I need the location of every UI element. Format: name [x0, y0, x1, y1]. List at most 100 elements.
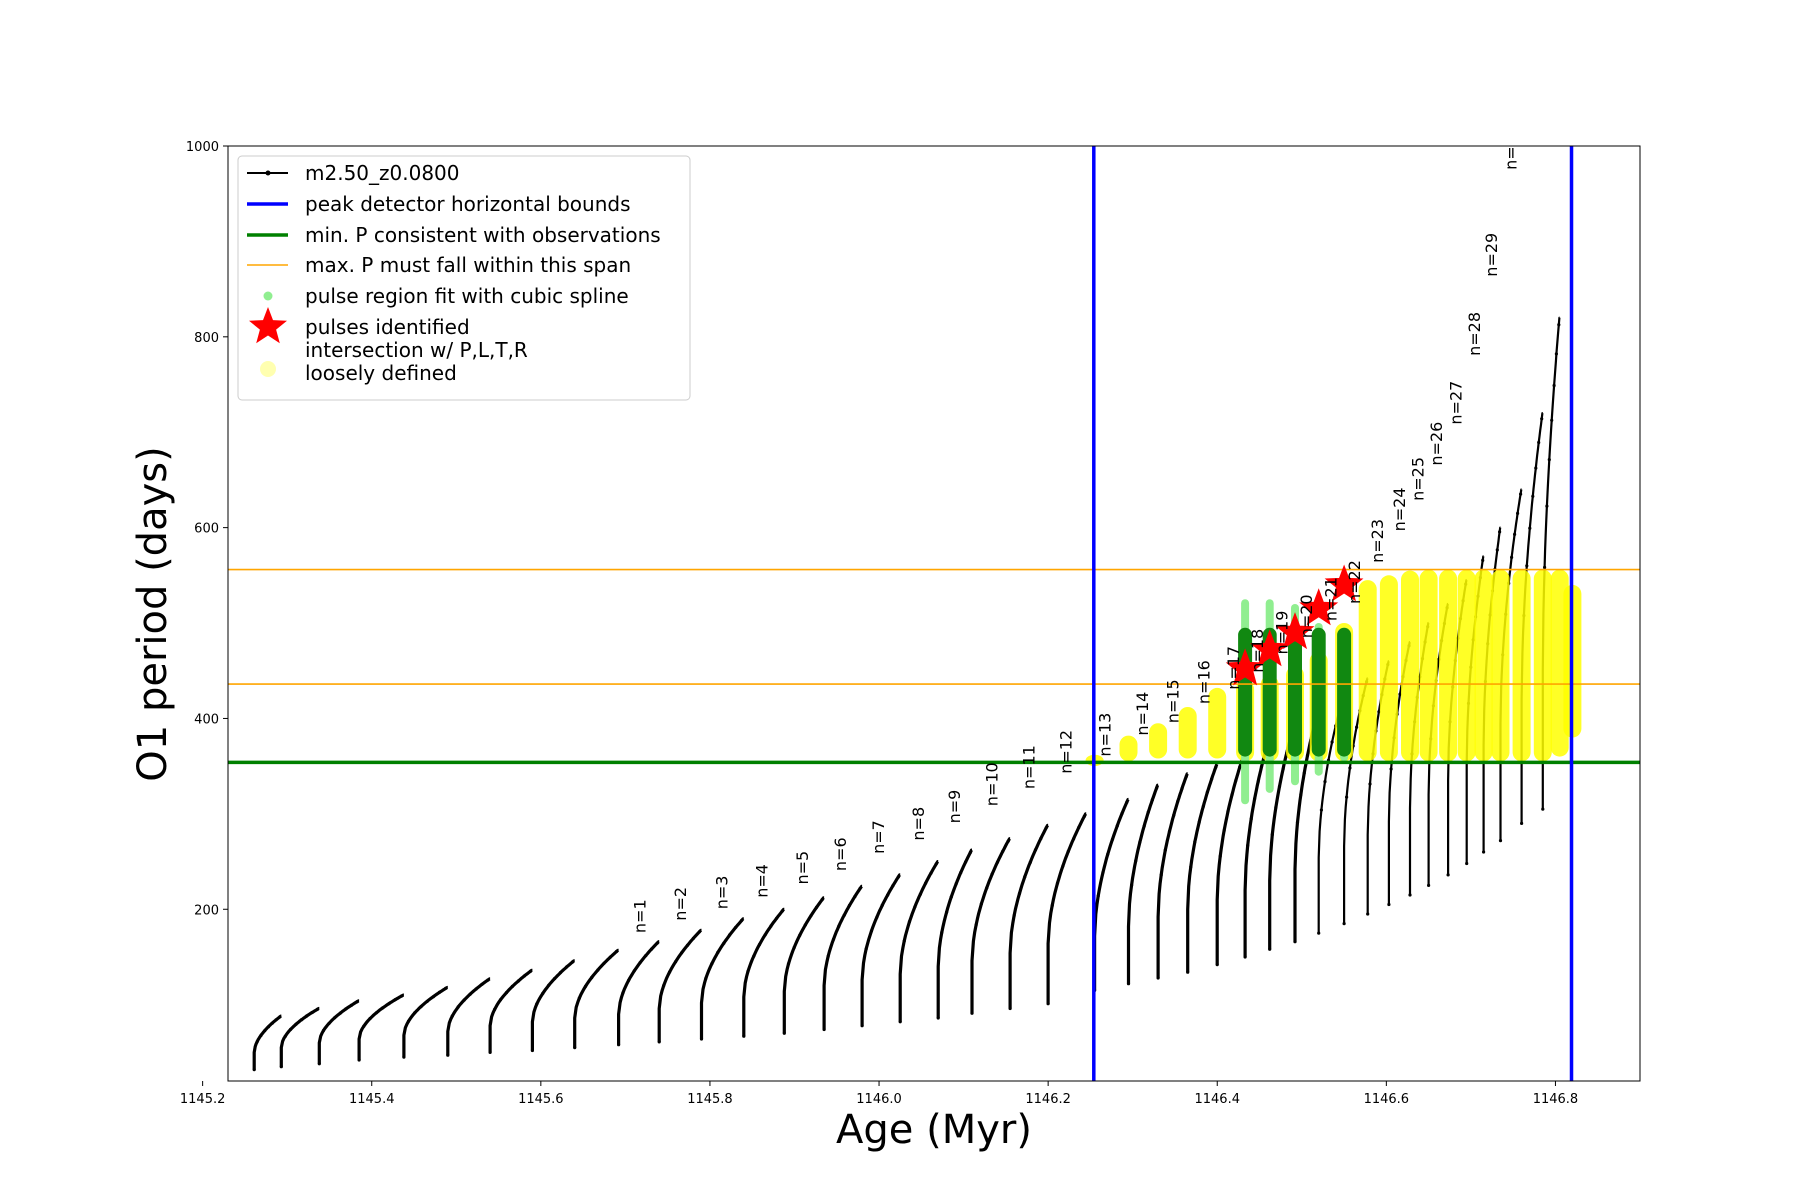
series-point: [1156, 976, 1160, 980]
series-point: [1389, 767, 1393, 771]
series-point: [1008, 1006, 1012, 1011]
series-point: [632, 969, 636, 973]
series-point: [860, 1024, 864, 1028]
series-point: [462, 998, 466, 1002]
y-tick-label: 1000: [186, 140, 219, 155]
series-point: [1082, 814, 1086, 819]
series-point: [1510, 555, 1514, 560]
series-point: [968, 850, 973, 855]
series-point: [1330, 740, 1334, 744]
series-point: [891, 884, 895, 888]
series-point: [1528, 526, 1532, 530]
series-point: [559, 970, 563, 975]
series-point: [831, 937, 836, 941]
series-point: [1259, 765, 1264, 769]
intersection-region: [1457, 569, 1476, 762]
cycle-label: n=16: [1195, 660, 1214, 704]
series-point: [522, 974, 526, 978]
cycle-label: n=1: [631, 899, 650, 933]
x-tick-label: 1145.6: [518, 1092, 564, 1107]
series-point: [775, 916, 779, 920]
series-point: [1446, 873, 1450, 877]
series-point: [1006, 839, 1010, 843]
pulse-identified-star: [1299, 588, 1339, 626]
series-point: [510, 984, 514, 989]
series-cycle-line: [898, 860, 940, 1022]
series-point: [299, 1018, 303, 1022]
pulse-identified-star: [1275, 612, 1315, 650]
series-point: [1520, 821, 1524, 826]
series-point: [1355, 725, 1359, 729]
series-cycle-line: [1541, 316, 1561, 810]
series-point: [1317, 931, 1321, 935]
series-point: [1044, 826, 1048, 830]
series-point: [431, 995, 435, 999]
series-point: [1256, 780, 1260, 784]
series-point: [1101, 870, 1105, 874]
series-point: [1498, 839, 1503, 843]
series-cycle-line: [1046, 812, 1088, 1004]
series-point: [317, 1062, 321, 1066]
series-point: [842, 913, 846, 917]
series-cycle-line: [742, 907, 786, 1037]
series-point: [1033, 848, 1038, 852]
series-point: [853, 894, 857, 899]
series-point: [333, 1016, 337, 1020]
series-point: [1498, 530, 1502, 534]
series-point: [674, 960, 678, 964]
series-point: [1465, 861, 1469, 866]
series-point: [577, 996, 581, 1000]
series-point: [1302, 771, 1306, 775]
series-point: [820, 898, 824, 902]
series-point: [990, 872, 994, 876]
series-point: [662, 984, 666, 988]
series-point: [468, 992, 472, 996]
series-point: [1142, 824, 1146, 828]
series-point: [1345, 795, 1349, 799]
series-cycle-line: [317, 999, 361, 1064]
series-point: [617, 1043, 621, 1047]
series-point: [1540, 417, 1544, 421]
series-point: [1342, 922, 1346, 926]
series-cycle-line: [1126, 783, 1160, 984]
series-point: [742, 1034, 746, 1038]
series-point: [1215, 963, 1219, 967]
series-point: [913, 905, 917, 909]
series-point: [1348, 766, 1352, 770]
series-point: [1205, 790, 1209, 794]
series-point: [1210, 777, 1214, 781]
series-point: [959, 870, 963, 875]
series-cycle-line: [530, 959, 576, 1051]
series-point: [657, 1040, 661, 1044]
x-tick-label: 1146.8: [1533, 1092, 1579, 1107]
series-point: [752, 954, 756, 958]
series-point: [864, 947, 868, 951]
series-point: [1541, 807, 1545, 811]
series-point: [259, 1033, 263, 1038]
axis-ticks: 1145.2 1145.4 1145.6 1145.8 1146.0 1146.2 1146…: [180, 140, 1578, 1107]
series-point: [826, 954, 830, 959]
series-point: [809, 914, 813, 918]
series-point: [1557, 323, 1561, 327]
x-axis-title: Age (Myr): [836, 1107, 1032, 1153]
series-point: [583, 984, 588, 989]
series-point: [985, 886, 989, 890]
series-point: [1167, 829, 1172, 833]
series-point: [1218, 854, 1222, 859]
series-point: [704, 976, 708, 980]
series-point: [924, 881, 928, 885]
cycle-label: n=30: [1502, 126, 1521, 170]
series-point: [528, 969, 532, 974]
series-point: [929, 871, 933, 875]
legend-handle-dot: [263, 291, 273, 301]
series-point: [596, 968, 600, 972]
series-cycle-line: [357, 993, 405, 1060]
series-point: [1050, 904, 1054, 908]
series-point: [949, 895, 953, 899]
series-point: [1398, 692, 1402, 696]
series-point: [327, 1021, 331, 1025]
series-point: [1408, 893, 1412, 897]
series-point: [310, 1010, 314, 1015]
series-point: [1270, 833, 1274, 837]
series-point: [480, 982, 484, 986]
